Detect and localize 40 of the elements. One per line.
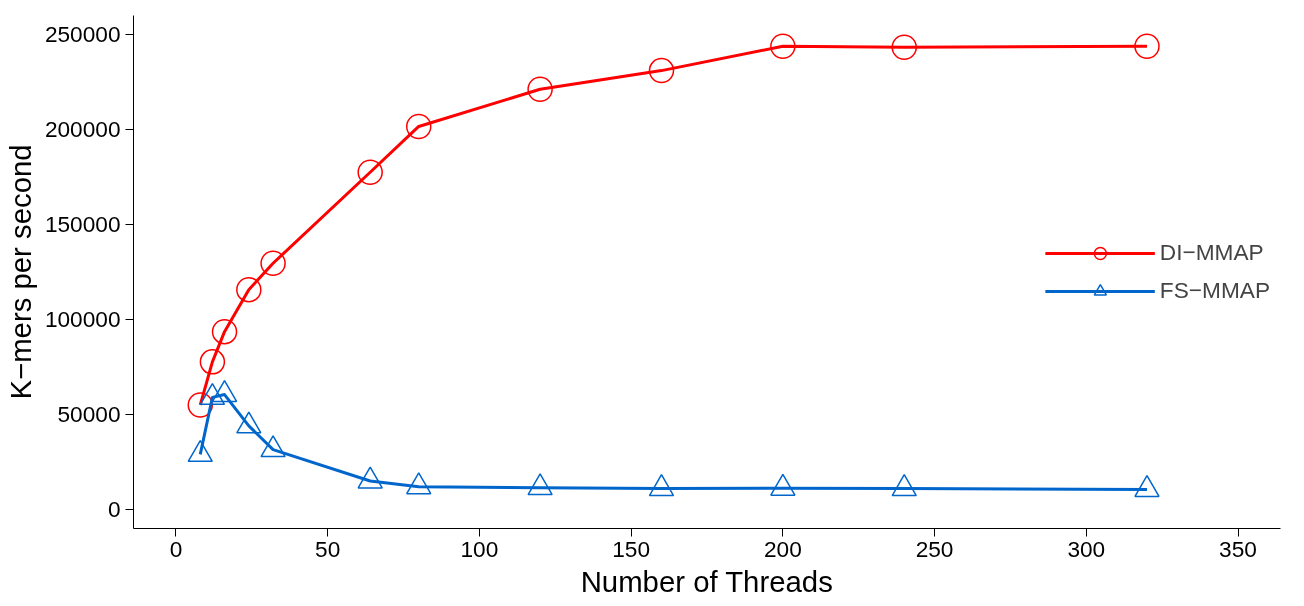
legend-label: DI−MMAP: [1159, 239, 1264, 266]
point: [357, 159, 383, 185]
point: [1134, 474, 1160, 498]
y-tick-label: 0: [107, 496, 121, 522]
x-tick-label: 250: [915, 535, 954, 562]
point: [211, 379, 238, 403]
legend-label: FS−MMAP: [1159, 277, 1270, 304]
y-tick-label: 150000: [44, 211, 121, 237]
point: [891, 34, 917, 60]
point: [236, 276, 262, 303]
point: [187, 439, 214, 463]
point: [405, 472, 432, 495]
y-tick-label: 50000: [57, 401, 121, 427]
point: [648, 57, 675, 84]
x-tick-label: 50: [315, 535, 341, 562]
point: [891, 473, 917, 497]
point: [260, 435, 286, 458]
point: [199, 382, 226, 406]
point: [1134, 33, 1160, 60]
x-tick-label: 100: [460, 535, 499, 562]
point: [648, 473, 675, 497]
y-axis-title: K−mers per second: [3, 144, 37, 400]
y-tick-label: 250000: [44, 21, 121, 47]
point: [357, 466, 383, 489]
y-tick-label: 100000: [44, 306, 121, 332]
x-tick-label: 300: [1067, 535, 1106, 562]
x-tick-label: 0: [169, 535, 183, 562]
point: [211, 318, 238, 345]
x-axis-title: Number of Threads: [580, 564, 833, 598]
point: [405, 113, 432, 140]
point: [527, 473, 553, 496]
point: [770, 473, 796, 496]
y-tick-label: 200000: [44, 116, 121, 142]
x-tick-label: 150: [612, 535, 651, 562]
point: [770, 33, 796, 60]
point: [260, 250, 286, 276]
x-tick-label: 200: [763, 535, 802, 562]
point: [236, 411, 262, 434]
point: [527, 76, 553, 102]
x-tick-label: 350: [1219, 535, 1257, 562]
